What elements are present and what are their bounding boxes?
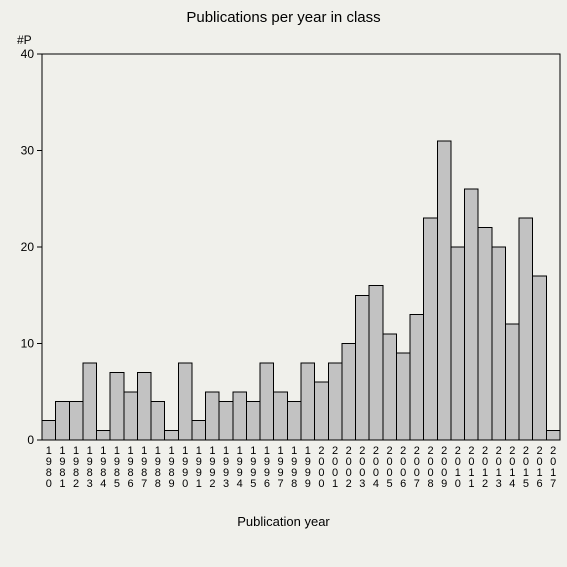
x-tick-label: 6 <box>264 478 270 490</box>
x-tick-label: 7 <box>414 478 420 490</box>
bar <box>97 430 111 440</box>
x-tick-label: 9 <box>441 478 447 490</box>
x-tick-label: 4 <box>373 478 379 490</box>
x-tick-label: 0 <box>182 478 188 490</box>
bar <box>396 353 410 440</box>
bar <box>137 372 151 440</box>
bar <box>165 430 179 440</box>
x-tick-label: 6 <box>128 478 134 490</box>
x-tick-label: 0 <box>318 478 324 490</box>
bar <box>110 372 124 440</box>
bar <box>192 421 206 440</box>
bar <box>178 363 192 440</box>
x-tick-label: 4 <box>100 478 106 490</box>
bar <box>151 401 165 440</box>
bar <box>492 247 506 440</box>
x-tick-label: 5 <box>387 478 393 490</box>
x-tick-label: 5 <box>114 478 120 490</box>
x-tick-label: 1 <box>59 478 65 490</box>
bar <box>478 228 492 440</box>
x-tick-label: 2 <box>482 478 488 490</box>
x-tick-label: 6 <box>536 478 542 490</box>
x-tick-label: 0 <box>455 478 461 490</box>
bar <box>369 286 383 440</box>
bar <box>301 363 315 440</box>
x-tick-label: 8 <box>155 478 161 490</box>
x-tick-label: 7 <box>277 478 283 490</box>
y-tick-label: 0 <box>27 433 34 447</box>
y-axis-label: #P <box>17 33 32 47</box>
bar <box>437 141 451 440</box>
x-tick-label: 7 <box>141 478 147 490</box>
x-tick-label: 2 <box>209 478 215 490</box>
x-tick-label: 8 <box>427 478 433 490</box>
x-tick-label: 1 <box>196 478 202 490</box>
bar <box>124 392 138 440</box>
bar <box>342 344 356 441</box>
bar <box>546 430 560 440</box>
x-tick-label: 9 <box>305 478 311 490</box>
y-tick-label: 30 <box>21 144 35 158</box>
bar <box>83 363 97 440</box>
chart-svg: Publications per year in class#P01020304… <box>0 0 567 567</box>
x-tick-label: 6 <box>400 478 406 490</box>
bar <box>410 315 424 440</box>
y-tick-label: 40 <box>21 47 35 61</box>
bar <box>505 324 519 440</box>
bar <box>383 334 397 440</box>
bar <box>42 421 56 440</box>
bar <box>233 392 247 440</box>
x-tick-label: 5 <box>523 478 529 490</box>
x-tick-label: 9 <box>168 478 174 490</box>
x-tick-label: 7 <box>550 478 556 490</box>
y-tick-label: 10 <box>21 337 35 351</box>
bar <box>465 189 479 440</box>
x-tick-label: 1 <box>332 478 338 490</box>
bar <box>287 401 301 440</box>
bar <box>69 401 83 440</box>
bar <box>246 401 260 440</box>
bar <box>219 401 233 440</box>
x-tick-label: 0 <box>46 478 52 490</box>
x-axis-label: Publication year <box>237 514 330 529</box>
bar <box>451 247 465 440</box>
x-tick-label: 3 <box>496 478 502 490</box>
bar <box>424 218 438 440</box>
x-tick-label: 4 <box>509 478 515 490</box>
bar <box>519 218 533 440</box>
bar <box>356 295 370 440</box>
x-tick-label: 8 <box>291 478 297 490</box>
chart-title: Publications per year in class <box>186 9 380 26</box>
bar <box>328 363 342 440</box>
x-tick-label: 5 <box>250 478 256 490</box>
x-tick-label: 3 <box>223 478 229 490</box>
x-tick-label: 3 <box>359 478 365 490</box>
x-tick-label: 2 <box>346 478 352 490</box>
bar <box>533 276 547 440</box>
x-tick-label: 1 <box>468 478 474 490</box>
publications-chart: Publications per year in class#P01020304… <box>0 0 567 567</box>
x-tick-label: 3 <box>87 478 93 490</box>
bar <box>206 392 220 440</box>
bar <box>315 382 329 440</box>
bar <box>274 392 288 440</box>
x-tick-label: 2 <box>73 478 79 490</box>
x-tick-label: 4 <box>237 478 243 490</box>
bar <box>260 363 274 440</box>
y-tick-label: 20 <box>21 240 35 254</box>
bar <box>56 401 70 440</box>
